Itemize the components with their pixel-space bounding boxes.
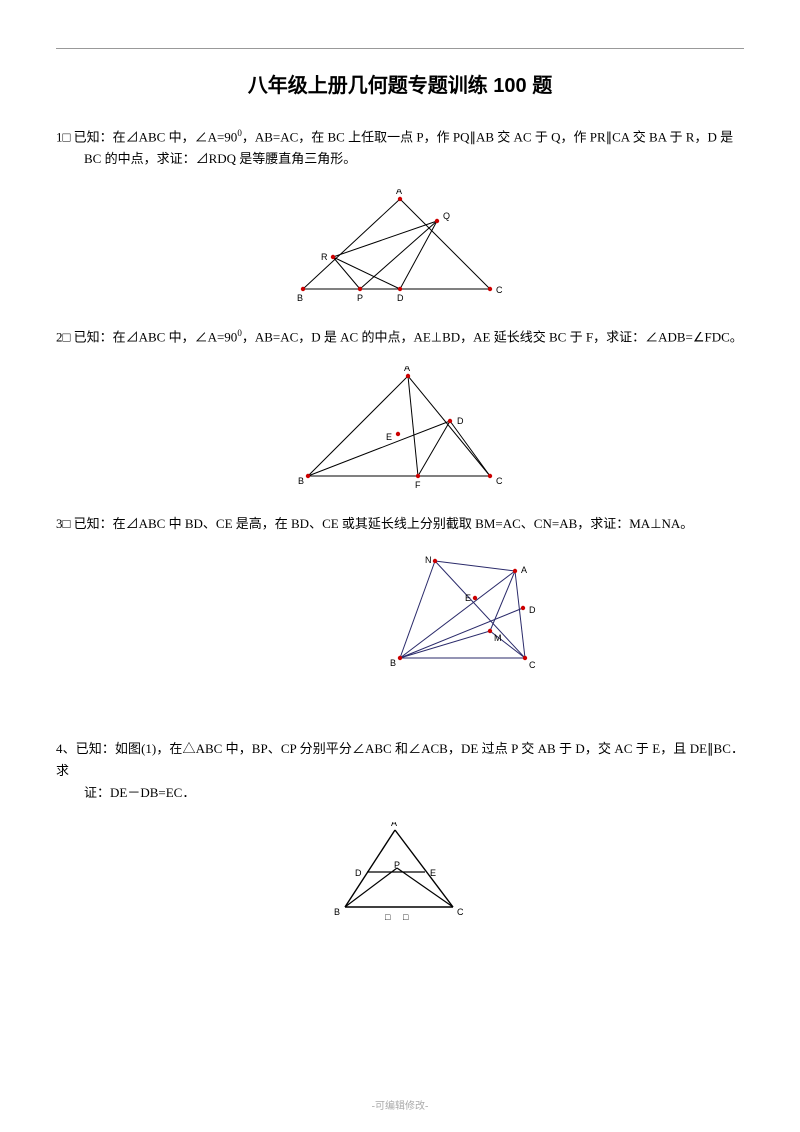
p3-text-a: 已知：在⊿ABC 中 BD、CE 是高，在 BD、CE 或其延长线上分别截取 B… (74, 516, 694, 531)
svg-text:C: C (496, 476, 503, 486)
p1-text-a: 已知：在⊿ABC 中，∠A=90 (74, 129, 238, 144)
svg-text:B: B (297, 293, 303, 303)
svg-text:B: B (334, 907, 340, 917)
figure-2-svg: A D E B F C (290, 366, 510, 494)
svg-text:P: P (394, 860, 400, 870)
p3-num: 3□ (56, 516, 70, 531)
p2-text-a: 已知：在⊿ABC 中，∠A=90 (74, 329, 238, 344)
figure-1: A Q R B P D C (56, 189, 744, 312)
header-divider (56, 48, 744, 49)
figure-2: A D E B F C (56, 366, 744, 499)
p4-text-a: 已知：如图(1)，在△ABC 中，BP、CP 分别平分∠ABC 和∠ACB，DE… (56, 741, 744, 778)
svg-text:R: R (321, 252, 328, 262)
figure-1-svg: A Q R B P D C (285, 189, 515, 307)
problem-1: 1□ 已知：在⊿ABC 中，∠A=900，AB=AC，在 BC 上任取一点 P，… (56, 126, 744, 312)
svg-text:□: □ (403, 912, 409, 922)
svg-text:A: A (391, 822, 397, 828)
figure-4: A D P E B C □ □ (56, 822, 744, 929)
svg-text:D: D (355, 868, 362, 878)
svg-text:P: P (357, 293, 363, 303)
problem-2-text: 2□ 已知：在⊿ABC 中，∠A=900，AB=AC，D 是 AC 的中点，AE… (56, 326, 744, 348)
svg-text:Q: Q (443, 211, 450, 221)
svg-text:D: D (457, 416, 464, 426)
figure-3: N A E D M B C (186, 553, 744, 678)
svg-text:B: B (298, 476, 304, 486)
svg-text:E: E (386, 432, 392, 442)
problem-3-text: 3□ 已知：在⊿ABC 中 BD、CE 是高，在 BD、CE 或其延长线上分别截… (56, 513, 744, 535)
svg-text:E: E (430, 868, 436, 878)
p2-num: 2□ (56, 329, 70, 344)
p1-num: 1□ (56, 129, 70, 144)
svg-text:C: C (457, 907, 464, 917)
svg-text:A: A (521, 565, 527, 575)
p1-text-c: BC 的中点，求证：⊿RDQ 是等腰直角三角形。 (56, 148, 744, 170)
svg-text:D: D (529, 605, 536, 615)
svg-text:C: C (496, 285, 503, 295)
svg-text:□: □ (385, 912, 391, 922)
p4-num: 4、 (56, 741, 76, 756)
p4-text-b: 证：DE－DB=EC． (56, 782, 744, 804)
svg-text:A: A (396, 189, 402, 196)
svg-text:F: F (415, 480, 421, 490)
p2-text-b: ，AB=AC，D 是 AC 的中点，AE⊥BD，AE 延长线交 BC 于 F，求… (242, 329, 743, 344)
svg-text:E: E (465, 593, 471, 603)
footer-text: -可编辑修改- (0, 1097, 800, 1112)
problem-4-text: 4、已知：如图(1)，在△ABC 中，BP、CP 分别平分∠ABC 和∠ACB，… (56, 738, 744, 804)
problem-2: 2□ 已知：在⊿ABC 中，∠A=900，AB=AC，D 是 AC 的中点，AE… (56, 326, 744, 499)
problem-3: 3□ 已知：在⊿ABC 中 BD、CE 是高，在 BD、CE 或其延长线上分别截… (56, 513, 744, 678)
svg-text:M: M (494, 633, 502, 643)
svg-text:C: C (529, 660, 536, 670)
svg-text:N: N (425, 555, 432, 565)
page-title: 八年级上册几何题专题训练 100 题 (56, 69, 744, 98)
figure-3-svg: N A E D M B C (375, 553, 555, 673)
problem-1-text: 1□ 已知：在⊿ABC 中，∠A=900，AB=AC，在 BC 上任取一点 P，… (56, 126, 744, 171)
p1-text-b: ，AB=AC，在 BC 上任取一点 P，作 PQ∥AB 交 AC 于 Q，作 P… (242, 129, 733, 144)
svg-text:B: B (390, 658, 396, 668)
figure-4-svg: A D P E B C □ □ (325, 822, 475, 924)
svg-text:D: D (397, 293, 404, 303)
problem-4: 4、已知：如图(1)，在△ABC 中，BP、CP 分别平分∠ABC 和∠ACB，… (56, 738, 744, 929)
svg-text:A: A (404, 366, 410, 373)
